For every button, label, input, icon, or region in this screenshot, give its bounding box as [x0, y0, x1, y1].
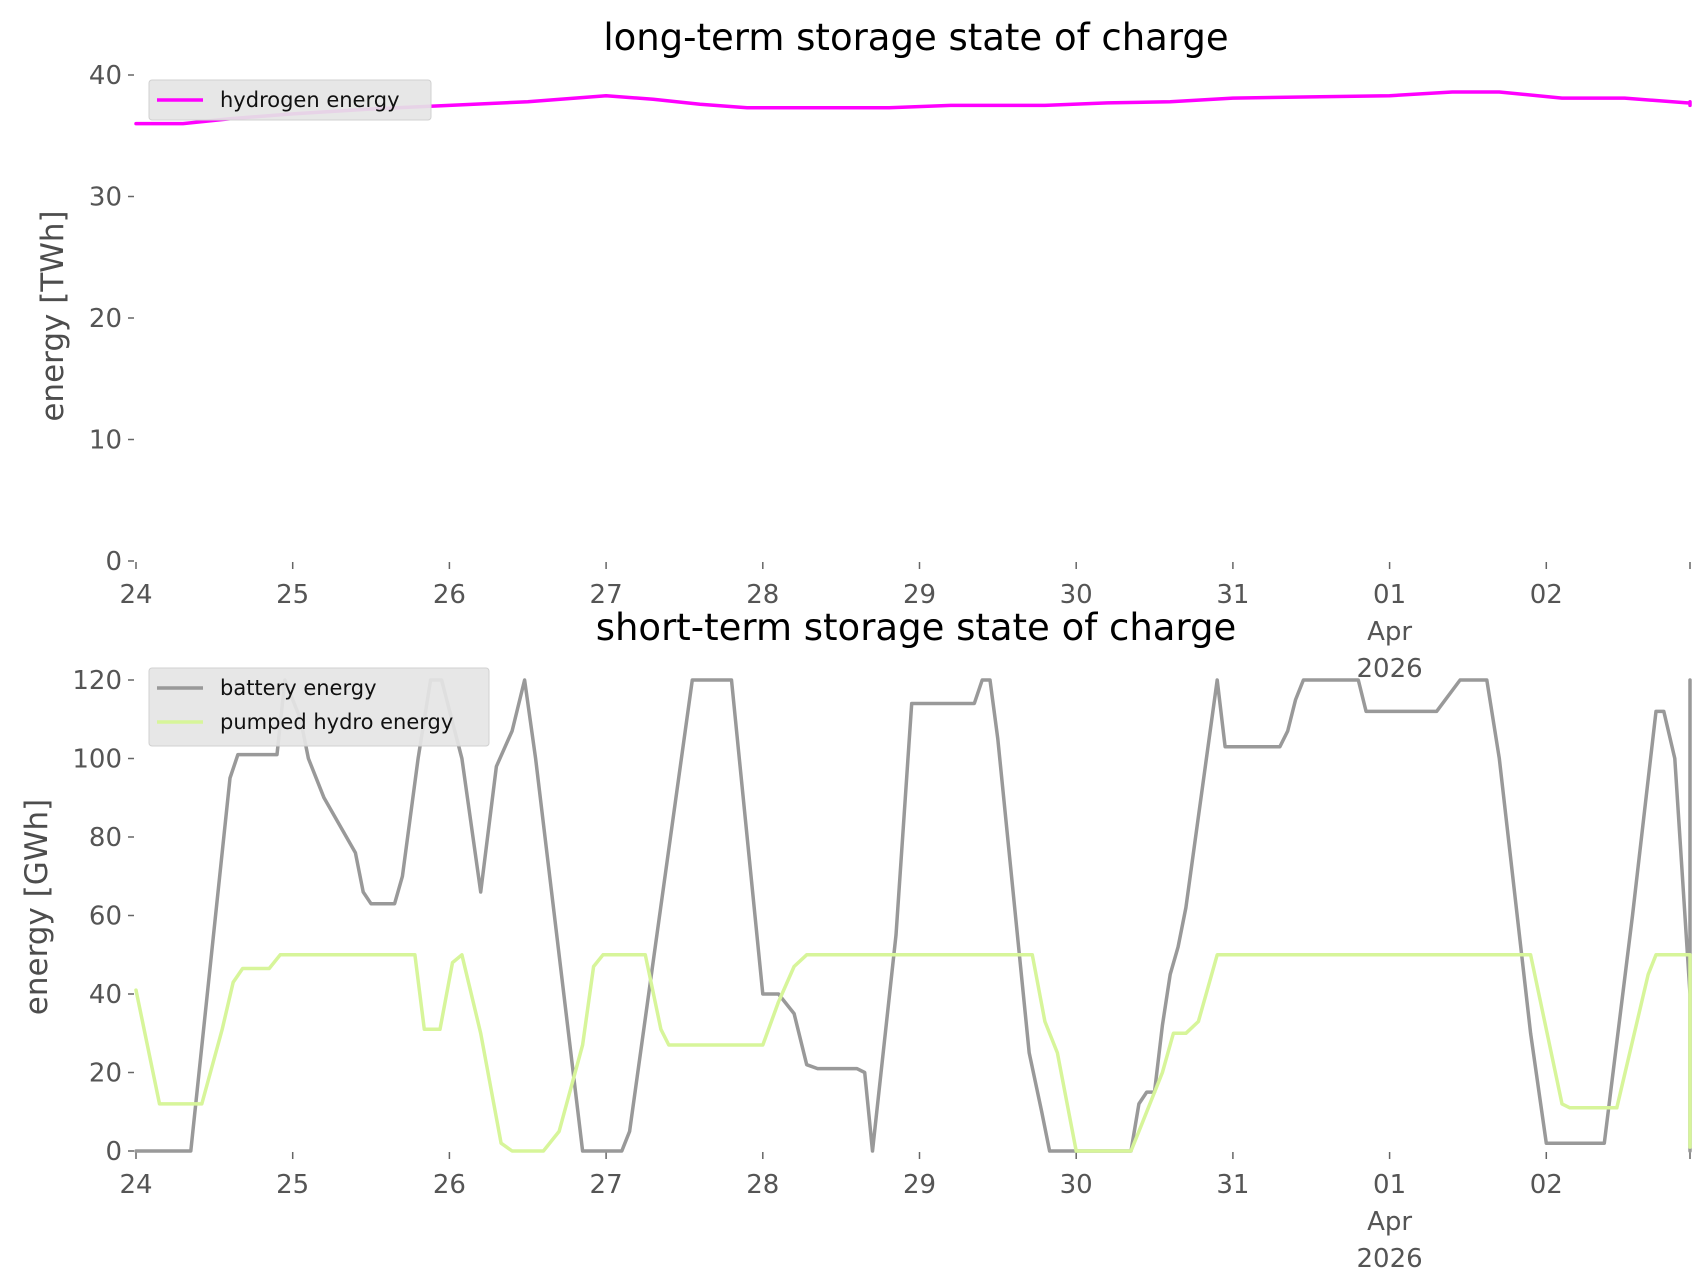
x-tick-label: 25	[276, 580, 309, 610]
y-tick-label: 40	[89, 61, 122, 91]
x-tick-label: Apr	[1367, 617, 1412, 647]
y-tick-label: 0	[105, 547, 122, 577]
legend-label: hydrogen energy	[220, 88, 400, 112]
x-tick-label: 02	[1530, 1170, 1563, 1200]
legend-label: battery energy	[220, 676, 377, 700]
y-tick-label: 120	[72, 666, 122, 696]
x-tick-label: 2026	[1357, 1244, 1423, 1274]
y-tick-label: 10	[89, 426, 122, 456]
y-tick-label: 30	[89, 183, 122, 213]
series-line-battery-energy	[134, 678, 1692, 1153]
x-tick-label: 28	[746, 1170, 779, 1200]
legend-label: pumped hydro energy	[220, 710, 453, 734]
x-tick-label: 31	[1216, 1170, 1249, 1200]
x-tick-label: 27	[590, 1170, 623, 1200]
x-tick-label: 29	[903, 580, 936, 610]
x-tick-label: 01	[1373, 580, 1406, 610]
series-line-pumped-hydro-energy	[134, 953, 1692, 1153]
long-term-y-axis-label: energy [TWh]	[35, 210, 71, 421]
short-term-chart-title: short-term storage state of charge	[596, 606, 1237, 649]
y-tick-label: 0	[105, 1137, 122, 1167]
short-term-chart: short-term storage state of charge energ…	[19, 606, 1692, 1274]
legend: hydrogen energy	[148, 79, 432, 121]
short-term-y-axis-label: energy [GWh]	[19, 799, 55, 1015]
x-tick-label: 30	[1060, 580, 1093, 610]
x-tick-label: 2026	[1357, 654, 1423, 684]
x-tick-label: 02	[1530, 580, 1563, 610]
x-tick-label: 27	[590, 580, 623, 610]
x-tick-label: 24	[119, 580, 152, 610]
y-tick-label: 20	[89, 304, 122, 334]
x-tick-label: 29	[903, 1170, 936, 1200]
y-tick-label: 100	[72, 745, 122, 775]
x-tick-label: 30	[1060, 1170, 1093, 1200]
x-tick-label: 25	[276, 1170, 309, 1200]
x-tick-label: 24	[119, 1170, 152, 1200]
legend-box	[148, 79, 432, 121]
long-term-chart: long-term storage state of charge energy…	[35, 16, 1692, 684]
x-tick-label: 31	[1216, 580, 1249, 610]
legend: battery energy pumped hydro energy	[148, 667, 490, 747]
y-tick-label: 60	[89, 902, 122, 932]
long-term-chart-title: long-term storage state of charge	[603, 16, 1228, 59]
x-tick-label: 26	[433, 580, 466, 610]
x-tick-label: 26	[433, 1170, 466, 1200]
legend-box	[148, 667, 490, 747]
y-tick-label: 80	[89, 823, 122, 853]
y-tick-label: 20	[89, 1059, 122, 1089]
x-tick-label: Apr	[1367, 1207, 1412, 1237]
x-tick-label: 28	[746, 580, 779, 610]
x-tick-label: 01	[1373, 1170, 1406, 1200]
long-term-plot-area: 0 10 20 30 40 24 25 26 27 28 29 30 31 01 Apr 2026 02 hydr…	[89, 61, 1692, 684]
y-tick-label: 40	[89, 980, 122, 1010]
